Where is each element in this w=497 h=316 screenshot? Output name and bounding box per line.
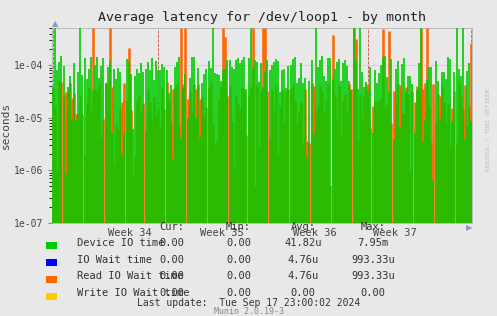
Text: RRDTOOL / TOBI OETIKER: RRDTOOL / TOBI OETIKER — [486, 88, 491, 171]
Text: 0.00: 0.00 — [159, 271, 184, 281]
Text: 993.33u: 993.33u — [351, 255, 395, 264]
Text: 0.00: 0.00 — [291, 288, 316, 298]
Text: Last update:  Tue Sep 17 23:00:02 2024: Last update: Tue Sep 17 23:00:02 2024 — [137, 298, 360, 308]
Text: ▶: ▶ — [466, 223, 472, 232]
Text: Munin 2.0.19-3: Munin 2.0.19-3 — [214, 307, 283, 316]
Text: ▲: ▲ — [52, 20, 59, 28]
Text: 4.76u: 4.76u — [288, 271, 319, 281]
Text: 0.00: 0.00 — [159, 255, 184, 264]
Text: 993.33u: 993.33u — [351, 271, 395, 281]
Text: 0.00: 0.00 — [226, 238, 251, 248]
Text: Write IO Wait time: Write IO Wait time — [77, 288, 189, 298]
Text: 7.95m: 7.95m — [357, 238, 388, 248]
Text: 0.00: 0.00 — [159, 238, 184, 248]
Text: 0.00: 0.00 — [226, 255, 251, 264]
Y-axis label: seconds: seconds — [1, 102, 11, 149]
Text: 41.82u: 41.82u — [284, 238, 322, 248]
Text: Device IO time: Device IO time — [77, 238, 165, 248]
Text: 0.00: 0.00 — [360, 288, 385, 298]
Text: Min:: Min: — [226, 222, 251, 232]
Text: 0.00: 0.00 — [226, 288, 251, 298]
Text: Max:: Max: — [360, 222, 385, 232]
Text: 0.00: 0.00 — [226, 271, 251, 281]
Title: Average latency for /dev/loop1 - by month: Average latency for /dev/loop1 - by mont… — [98, 11, 426, 25]
Text: 4.76u: 4.76u — [288, 255, 319, 264]
Text: IO Wait time: IO Wait time — [77, 255, 152, 264]
Text: Avg:: Avg: — [291, 222, 316, 232]
Text: Read IO Wait time: Read IO Wait time — [77, 271, 183, 281]
Text: 0.00: 0.00 — [159, 288, 184, 298]
Text: Cur:: Cur: — [159, 222, 184, 232]
